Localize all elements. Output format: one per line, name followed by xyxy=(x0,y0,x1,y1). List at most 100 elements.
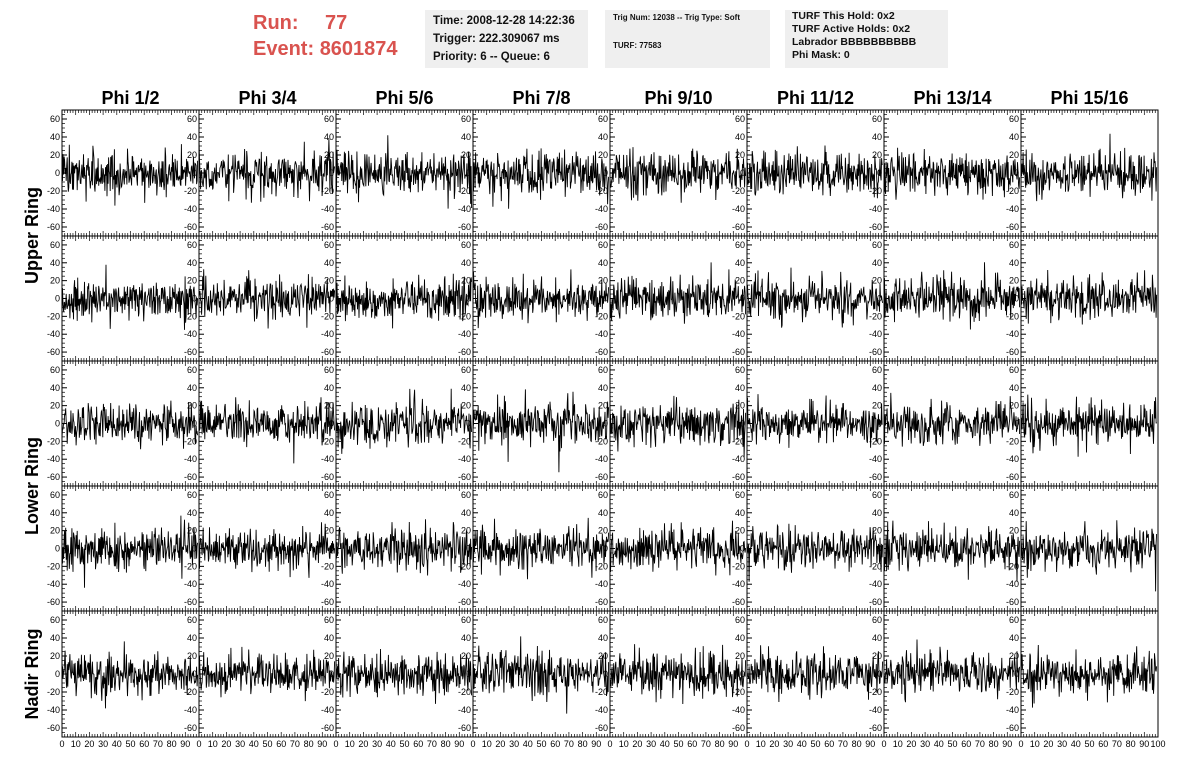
turf-text: TURF: 77583 xyxy=(613,41,662,50)
y-tick-label: -40 xyxy=(47,204,60,214)
y-tick-label: -60 xyxy=(869,597,882,607)
y-tick-label: 0 xyxy=(603,168,608,178)
y-tick-label: 40 xyxy=(1009,258,1019,268)
y-tick-label: -60 xyxy=(595,347,608,357)
y-tick-label: -20 xyxy=(458,561,471,571)
waveform-trace xyxy=(609,520,747,576)
waveform-trace xyxy=(1020,269,1158,325)
waveform-trace xyxy=(883,262,1021,330)
y-tick-label: 20 xyxy=(1009,526,1019,536)
y-tick-label: 60 xyxy=(50,240,60,250)
y-tick-label: 20 xyxy=(598,401,608,411)
column-title: Phi 3/4 xyxy=(238,88,296,108)
y-tick-label: 0 xyxy=(1014,168,1019,178)
waveform-trace xyxy=(335,273,473,329)
y-tick-label: 20 xyxy=(872,401,882,411)
y-tick-label: 0 xyxy=(740,168,745,178)
y-tick-label: -20 xyxy=(321,311,334,321)
y-tick-label: 20 xyxy=(187,401,197,411)
y-tick-label: 40 xyxy=(187,633,197,643)
waveform-trace xyxy=(198,397,336,464)
y-tick-label: 60 xyxy=(187,615,197,625)
y-tick-label: -40 xyxy=(869,579,882,589)
y-tick-label: 60 xyxy=(872,490,882,500)
y-tick-label: 0 xyxy=(192,294,197,304)
priority-text: Priority: 6 -- Queue: 6 xyxy=(433,51,550,63)
y-tick-label: -40 xyxy=(321,579,334,589)
y-tick-label: 20 xyxy=(50,651,60,661)
y-tick-label: -40 xyxy=(47,454,60,464)
y-tick-label: -20 xyxy=(869,311,882,321)
labrador-text: Labrador BBBBBBBBBB xyxy=(792,36,917,48)
y-tick-label: 60 xyxy=(598,114,608,124)
y-tick-label: -40 xyxy=(869,454,882,464)
y-tick-label: 0 xyxy=(877,294,882,304)
y-tick-label: 60 xyxy=(872,114,882,124)
y-tick-label: -60 xyxy=(1006,472,1019,482)
y-tick-label: 60 xyxy=(872,240,882,250)
y-tick-label: 0 xyxy=(55,294,60,304)
phi-mask-text: Phi Mask: 0 xyxy=(792,49,850,61)
turf-info-box: TURF This Hold: 0x2 TURF Active Holds: 0… xyxy=(785,10,948,68)
y-tick-label: 0 xyxy=(603,544,608,554)
y-tick-label: -40 xyxy=(1006,579,1019,589)
y-tick-label: 20 xyxy=(461,150,471,160)
y-tick-label: -60 xyxy=(458,222,471,232)
y-tick-label: 60 xyxy=(598,365,608,375)
y-tick-label: -60 xyxy=(869,347,882,357)
y-tick-label: 60 xyxy=(1009,365,1019,375)
y-tick-label: -60 xyxy=(458,597,471,607)
y-tick-label: -60 xyxy=(47,472,60,482)
y-tick-label: 20 xyxy=(50,526,60,536)
y-tick-label: 60 xyxy=(461,615,471,625)
y-tick-label: 60 xyxy=(324,490,334,500)
y-tick-label: 20 xyxy=(872,526,882,536)
y-tick-label: -40 xyxy=(184,454,197,464)
y-tick-label: 0 xyxy=(55,669,60,679)
y-tick-label: -20 xyxy=(458,311,471,321)
y-tick-label: -20 xyxy=(1006,311,1019,321)
column-title: Phi 13/14 xyxy=(913,88,991,108)
y-tick-label: -40 xyxy=(458,579,471,589)
y-tick-label: -40 xyxy=(458,329,471,339)
y-tick-label: -40 xyxy=(458,705,471,715)
y-tick-label: 40 xyxy=(872,258,882,268)
column-title: Phi 1/2 xyxy=(101,88,159,108)
y-tick-label: -20 xyxy=(869,436,882,446)
y-tick-label: 20 xyxy=(872,276,882,286)
y-tick-label: 20 xyxy=(461,651,471,661)
time-info-box: Time: 2008-12-28 14:22:36 Trigger: 222.3… xyxy=(425,10,588,68)
y-tick-label: 0 xyxy=(329,669,334,679)
y-tick-label: 40 xyxy=(50,258,60,268)
column-title: Phi 9/10 xyxy=(644,88,712,108)
y-tick-label: -40 xyxy=(1006,204,1019,214)
y-tick-label: -60 xyxy=(47,723,60,733)
waveform-trace xyxy=(883,392,1021,447)
waveform-trace xyxy=(61,400,199,450)
y-tick-label: -20 xyxy=(732,186,745,196)
waveform-trace xyxy=(61,144,199,206)
waveform-trace xyxy=(883,147,1021,200)
y-tick-label: 40 xyxy=(461,508,471,518)
y-tick-label: -60 xyxy=(595,472,608,482)
y-tick-label: 20 xyxy=(324,401,334,411)
y-tick-label: 20 xyxy=(187,526,197,536)
y-tick-label: 20 xyxy=(1009,150,1019,160)
row-label: Nadir Ring xyxy=(22,628,42,719)
y-tick-label: 20 xyxy=(324,150,334,160)
y-tick-label: -20 xyxy=(47,561,60,571)
y-tick-label: -60 xyxy=(458,472,471,482)
event-value: 8601874 xyxy=(319,38,398,60)
y-tick-label: 0 xyxy=(55,419,60,429)
y-tick-label: -20 xyxy=(1006,186,1019,196)
event-label: Event: xyxy=(253,38,315,60)
y-tick-label: 0 xyxy=(1014,544,1019,554)
y-tick-label: 60 xyxy=(735,114,745,124)
y-tick-label: 20 xyxy=(187,276,197,286)
waveform-trace xyxy=(472,517,610,580)
time-text: Time: 2008-12-28 14:22:36 xyxy=(433,15,575,27)
y-tick-label: 20 xyxy=(598,526,608,536)
y-tick-label: -60 xyxy=(458,723,471,733)
y-tick-label: 20 xyxy=(461,276,471,286)
